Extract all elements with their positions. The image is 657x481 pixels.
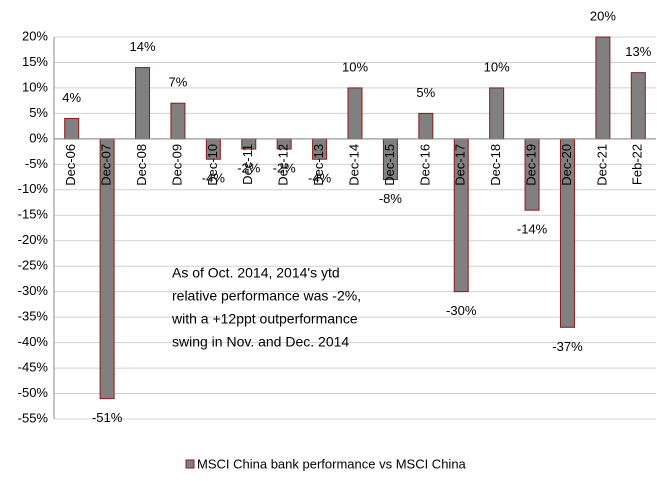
x-tick-label: Feb-22 [630,144,645,185]
data-label: -2% [273,160,297,175]
x-tick-label: Dec-06 [63,144,78,186]
x-tick-label: Dec-19 [523,144,538,186]
y-tick-label: -15% [18,207,49,222]
bar [135,67,151,140]
y-tick-label: -25% [18,258,49,273]
y-tick-label: 5% [29,105,48,120]
data-label: 13% [625,44,651,59]
y-tick-label: -50% [18,385,49,400]
y-tick-label: -10% [18,181,49,196]
legend-label: MSCI China bank performance vs MSCI Chin… [197,456,467,471]
data-label: 10% [342,59,368,74]
x-tick-label: Dec-12 [276,144,291,186]
x-tick-label: Dec-18 [488,144,503,186]
y-tick-label: -55% [18,410,49,425]
x-tick-label: Dec-13 [311,144,326,186]
x-tick-label: Dec-07 [99,144,114,186]
y-tick-label: 20% [22,28,48,43]
x-tick-label: Dec-10 [205,144,220,186]
data-label: -37% [552,339,583,354]
annotation: As of Oct. 2014, 2014's ytd [172,265,340,281]
y-tick-label: 0% [29,130,48,145]
y-tick-label: -40% [18,334,49,349]
data-label: 14% [130,39,156,54]
legend-swatch [185,459,195,469]
y-tick-label: 10% [22,79,48,94]
data-label: -2% [237,160,261,175]
y-tick-label: -45% [18,360,49,375]
x-tick-label: Dec-21 [594,144,609,186]
y-tick-label: 15% [22,54,48,69]
data-label: 7% [169,75,188,90]
bar [418,112,434,140]
x-tick-label: Dec-08 [134,144,149,186]
bar [489,87,505,140]
data-label: -14% [517,222,548,237]
x-tick-label: Dec-11 [240,144,255,185]
y-tick-label: -35% [18,309,49,324]
x-tick-label: Dec-16 [417,144,432,186]
data-label: -4% [308,171,332,186]
y-tick-label: -30% [18,283,49,298]
x-tick-label: Dec-09 [169,144,184,186]
bar [630,72,646,140]
x-tick-label: Dec-20 [559,144,574,186]
annotation: relative performance was -2%, [172,288,361,304]
data-label: 5% [416,85,435,100]
data-label: -51% [92,410,123,425]
data-label: -4% [202,171,226,186]
x-tick-label: Dec-14 [346,144,361,186]
y-tick-label: -20% [18,232,49,247]
bar [595,36,611,140]
annotation: with a +12ppt outperformance [171,311,358,327]
x-tick-label: Dec-15 [382,144,397,186]
data-label: 10% [484,59,510,74]
data-label: -8% [379,191,403,206]
data-label: 20% [590,8,616,23]
y-tick-label: -5% [25,156,49,171]
bar [170,102,186,140]
data-label: -30% [446,303,477,318]
data-label: 4% [62,90,81,105]
annotation: swing in Nov. and Dec. 2014 [172,334,349,350]
bar [347,87,363,140]
bar [64,117,80,140]
x-tick-label: Dec-17 [453,144,468,186]
